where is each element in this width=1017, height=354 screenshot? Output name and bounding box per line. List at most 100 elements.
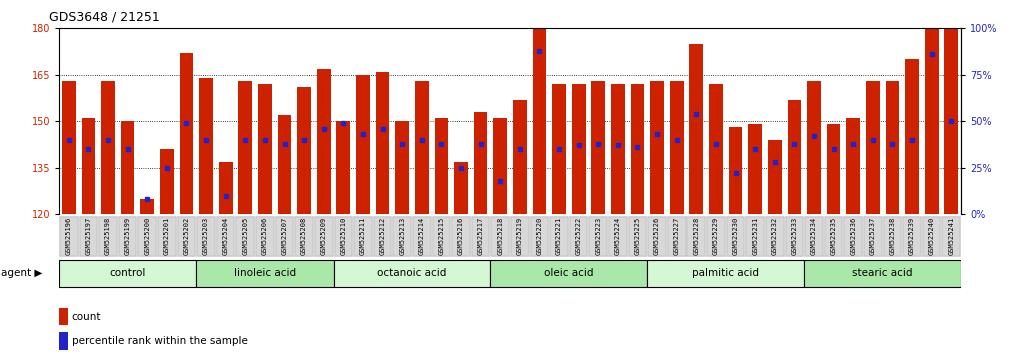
Bar [258,84,272,214]
Bar [629,217,647,256]
Bar [550,217,567,256]
Bar [884,217,901,256]
Bar [140,199,155,214]
Text: GSM525212: GSM525212 [379,217,385,256]
Bar [178,217,195,256]
Text: GSM525217: GSM525217 [478,217,484,256]
Bar [727,217,744,256]
Bar [375,72,390,214]
Text: GSM525197: GSM525197 [85,217,92,256]
Bar [59,308,68,325]
Bar [945,28,958,214]
Bar [238,81,252,214]
Bar [493,118,507,214]
Text: GSM525222: GSM525222 [576,217,582,256]
Bar [768,140,782,214]
Bar [746,217,764,256]
Text: GSM525210: GSM525210 [341,217,347,256]
Bar [297,87,311,214]
Bar [394,217,411,256]
Text: GSM525215: GSM525215 [438,217,444,256]
Bar [100,217,117,256]
Bar [570,217,588,256]
Text: GSM525211: GSM525211 [360,217,366,256]
Bar [396,121,409,214]
Text: GSM525204: GSM525204 [223,217,229,256]
Bar [413,217,430,256]
Bar [432,217,451,256]
Text: agent ▶: agent ▶ [1,268,43,279]
Bar [513,99,527,214]
Bar [256,217,274,256]
Text: GSM525198: GSM525198 [105,217,111,256]
Bar [846,118,860,214]
Bar [474,112,487,214]
Bar [648,217,666,256]
Bar [844,217,862,256]
Text: GSM525230: GSM525230 [732,217,738,256]
Bar [631,84,645,214]
Bar [805,217,823,256]
Text: GSM525235: GSM525235 [831,217,837,256]
Bar [865,81,880,214]
Bar [197,217,215,256]
Text: GSM525213: GSM525213 [399,217,405,256]
Bar [511,217,529,256]
Text: palmitic acid: palmitic acid [693,268,760,279]
Bar [158,217,176,256]
Bar [472,217,489,256]
Bar [670,81,683,214]
Bar [199,78,213,214]
Bar [749,124,762,214]
Bar [531,217,548,256]
Bar [119,217,136,256]
Bar [62,81,75,214]
Bar [922,217,941,256]
Text: GSM525209: GSM525209 [320,217,326,256]
Text: GSM525214: GSM525214 [419,217,425,256]
Bar [59,260,196,287]
Text: GSM525241: GSM525241 [948,217,954,256]
Bar [237,217,254,256]
Bar [415,81,428,214]
Text: GSM525227: GSM525227 [673,217,679,256]
Bar [886,81,899,214]
Text: GSM525223: GSM525223 [595,217,601,256]
Text: GSM525229: GSM525229 [713,217,719,256]
Text: GSM525196: GSM525196 [66,217,72,256]
Bar [687,217,705,256]
Bar [804,260,961,287]
Bar [278,115,291,214]
Bar [180,53,193,214]
Text: linoleic acid: linoleic acid [234,268,296,279]
Bar [453,217,470,256]
Bar [356,75,370,214]
Bar [533,19,546,214]
Bar [101,81,115,214]
Bar [434,118,448,214]
Text: GSM525201: GSM525201 [164,217,170,256]
Text: GSM525216: GSM525216 [458,217,464,256]
Text: GSM525207: GSM525207 [282,217,288,256]
Bar [903,217,920,256]
Bar [219,161,233,214]
Bar [335,217,352,256]
Text: GSM525225: GSM525225 [635,217,641,256]
Text: GSM525200: GSM525200 [144,217,151,256]
Text: GSM525240: GSM525240 [929,217,935,256]
Bar [647,260,804,287]
Text: count: count [71,312,102,321]
Bar [924,13,939,214]
Bar [668,217,685,256]
Bar [864,217,882,256]
Text: GSM525237: GSM525237 [870,217,876,256]
Bar [707,217,725,256]
Bar [354,217,372,256]
Bar [729,127,742,214]
Text: GSM525238: GSM525238 [890,217,895,256]
Text: octanoic acid: octanoic acid [377,268,446,279]
Bar [650,81,664,214]
Bar [315,217,333,256]
Bar [79,217,98,256]
Text: stearic acid: stearic acid [852,268,913,279]
